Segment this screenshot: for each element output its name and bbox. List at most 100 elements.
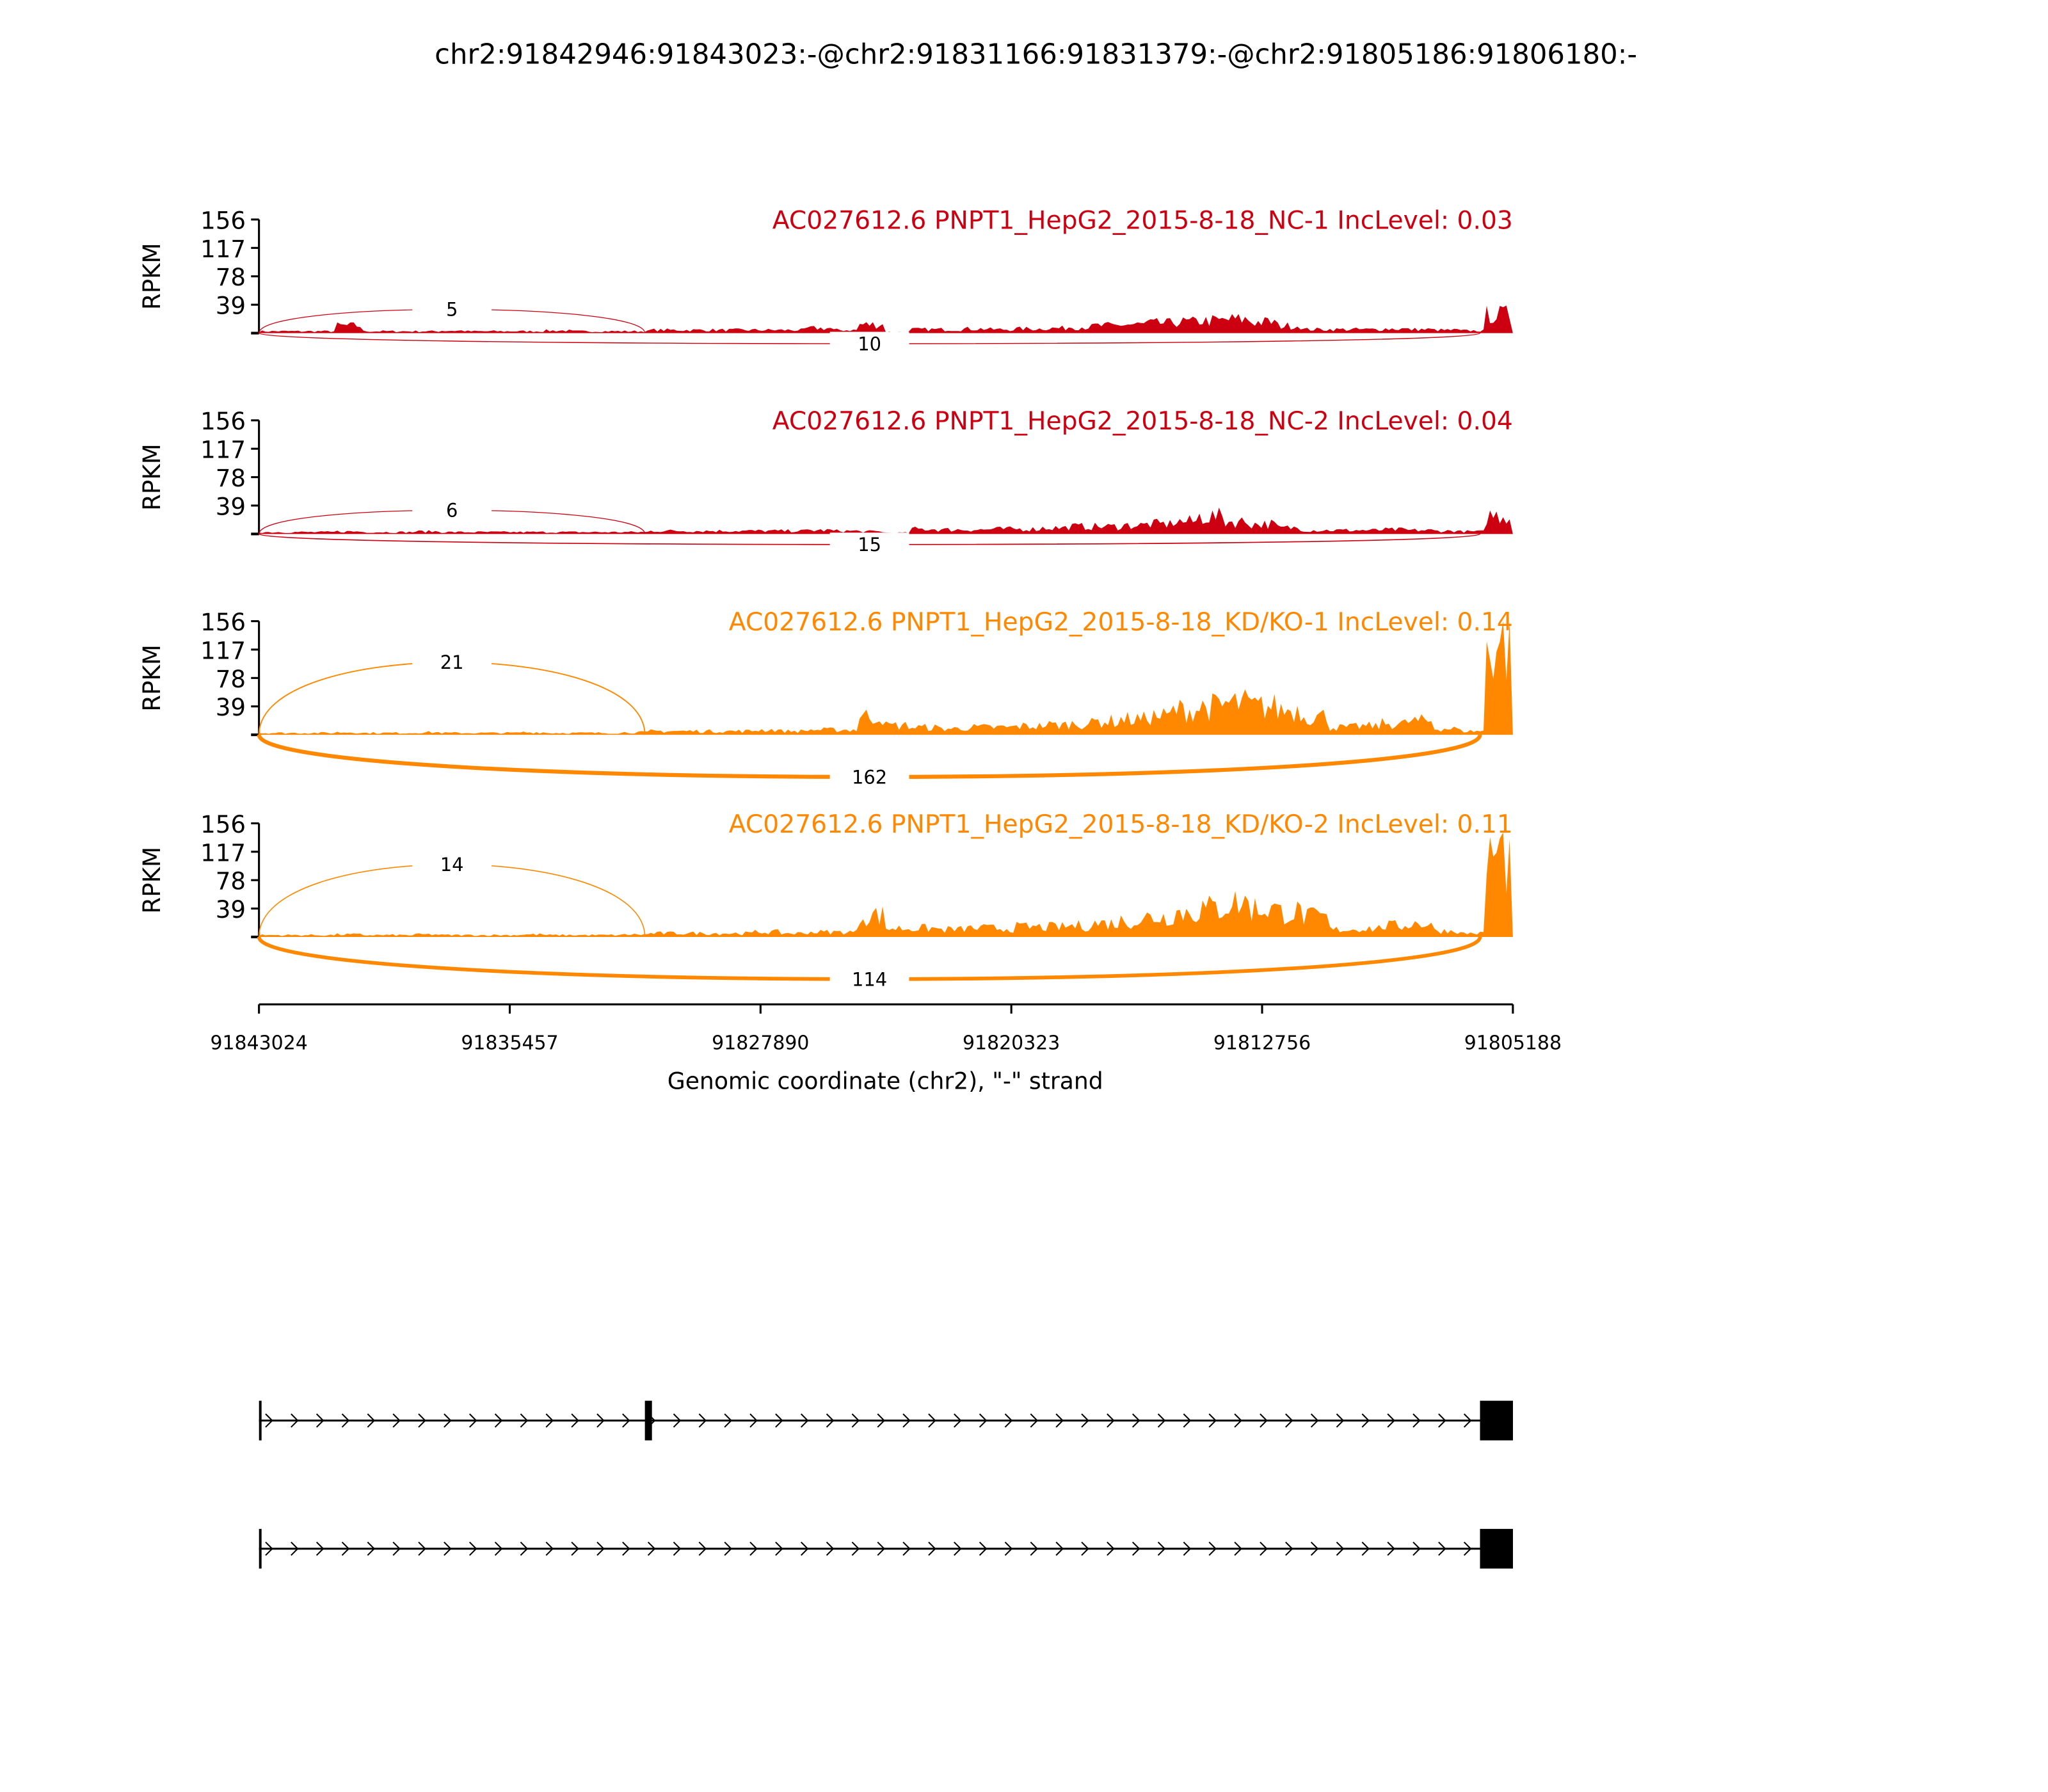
strand-arrow-icon: [1132, 1413, 1140, 1428]
junction-count: 15: [858, 534, 881, 556]
strand-arrow-icon: [724, 1541, 732, 1556]
strand-arrow-icon: [1310, 1413, 1319, 1428]
strand-arrow-icon: [1030, 1413, 1039, 1428]
strand-arrow-icon: [749, 1541, 758, 1556]
gene-model: [259, 1400, 1513, 1569]
strand-arrow-icon: [698, 1541, 707, 1556]
coverage-area: [259, 305, 1513, 333]
strand-arrow-icon: [1055, 1413, 1064, 1428]
coverage-area: [259, 621, 1513, 735]
strand-arrow-icon: [928, 1413, 936, 1428]
strand-arrow-icon: [698, 1413, 707, 1428]
strand-arrow-icon: [622, 1413, 630, 1428]
strand-arrow-icon: [979, 1541, 988, 1556]
strand-arrow-icon: [494, 1541, 503, 1556]
y-tick-label: 117: [200, 839, 246, 867]
y-axis-label: RPKM: [138, 644, 166, 712]
strand-arrow-icon: [1310, 1541, 1319, 1556]
strand-arrow-icon: [1055, 1541, 1064, 1556]
strand-arrow-icon: [1387, 1541, 1395, 1556]
strand-arrow-icon: [596, 1541, 605, 1556]
y-tick-label: 156: [200, 811, 246, 838]
exon: [644, 1400, 652, 1441]
strand-arrow-icon: [954, 1413, 962, 1428]
y-tick-label: 78: [216, 465, 246, 492]
strand-arrow-icon: [928, 1541, 936, 1556]
exon: [1480, 1528, 1513, 1569]
strand-arrow-icon: [1081, 1413, 1089, 1428]
strand-arrow-icon: [316, 1541, 324, 1556]
y-tick-label: 39: [216, 292, 246, 320]
strand-arrow-icon: [1438, 1541, 1446, 1556]
strand-arrow-icon: [1412, 1541, 1421, 1556]
strand-arrow-icon: [826, 1541, 835, 1556]
strand-arrow-icon: [749, 1413, 758, 1428]
strand-arrow-icon: [775, 1541, 783, 1556]
y-axis-label: RPKM: [138, 847, 166, 914]
y-tick-label: 117: [200, 436, 246, 464]
strand-arrow-icon: [392, 1413, 401, 1428]
junction-label-bg: [829, 765, 909, 789]
junction-count: 10: [858, 333, 881, 355]
strand-arrow-icon: [571, 1541, 579, 1556]
x-axis: 91843024 91835457 91827890 91820323 91812756…: [210, 1003, 1562, 1054]
junction-count: 5: [446, 299, 458, 321]
strand-arrow-icon: [1260, 1413, 1268, 1428]
strand-arrow-icon: [1438, 1413, 1446, 1428]
strand-arrow-icon: [1336, 1541, 1345, 1556]
strand-arrow-icon: [1285, 1541, 1293, 1556]
junction-label-bg: [412, 852, 492, 877]
strand-arrow-icon: [1004, 1541, 1013, 1556]
strand-arrow-icon: [596, 1413, 605, 1428]
strand-arrow-icon: [1157, 1541, 1166, 1556]
strand-arrow-icon: [1387, 1413, 1395, 1428]
strand-arrow-icon: [800, 1413, 809, 1428]
x-tick-label: 91835457: [461, 1032, 558, 1054]
y-tick-label: 78: [216, 868, 246, 895]
strand-arrow-icon: [316, 1413, 324, 1428]
strand-arrow-icon: [468, 1541, 477, 1556]
strand-arrow-icon: [1361, 1413, 1370, 1428]
x-tick-label: 91843024: [210, 1032, 307, 1054]
strand-arrow-icon: [800, 1541, 809, 1556]
strand-arrow-icon: [622, 1541, 630, 1556]
exon: [259, 1528, 262, 1569]
y-tick-label: 78: [216, 666, 246, 693]
strand-arrow-icon: [647, 1541, 656, 1556]
junction-label-bg: [412, 498, 492, 522]
strand-arrow-icon: [341, 1541, 350, 1556]
x-tick-label: 91805188: [1464, 1032, 1562, 1054]
y-axis-label: RPKM: [138, 444, 166, 511]
strand-arrow-icon: [367, 1541, 376, 1556]
junction-label-bg: [412, 297, 492, 321]
y-tick-label: 39: [216, 896, 246, 924]
strand-arrow-icon: [979, 1413, 988, 1428]
strand-arrow-icon: [444, 1541, 452, 1556]
transcript-2: [259, 1528, 1513, 1569]
strand-arrow-icon: [1030, 1541, 1039, 1556]
strand-arrow-icon: [877, 1541, 886, 1556]
strand-arrow-icon: [673, 1541, 682, 1556]
strand-arrow-icon: [392, 1541, 401, 1556]
track-label: AC027612.6 PNPT1_HepG2_2015-8-18_KD/KO-2…: [729, 810, 1513, 839]
strand-arrow-icon: [1157, 1413, 1166, 1428]
strand-arrow-icon: [1132, 1541, 1140, 1556]
junction-count: 6: [446, 499, 458, 521]
strand-arrow-icon: [673, 1413, 682, 1428]
x-tick-label: 91820323: [963, 1032, 1060, 1054]
chart-title: chr2:91842946:91843023:-@chr2:91831166:9…: [435, 38, 1637, 70]
strand-arrow-icon: [902, 1413, 911, 1428]
strand-arrow-icon: [291, 1413, 299, 1428]
y-tick-label: 39: [216, 493, 246, 520]
strand-arrow-icon: [418, 1541, 426, 1556]
strand-arrow-icon: [520, 1541, 529, 1556]
strand-arrow-icon: [724, 1413, 732, 1428]
strand-arrow-icon: [1208, 1541, 1217, 1556]
strand-arrow-icon: [1081, 1541, 1089, 1556]
track-label: AC027612.6 PNPT1_HepG2_2015-8-18_NC-1 In…: [772, 206, 1513, 235]
strand-arrow-icon: [1208, 1413, 1217, 1428]
strand-arrow-icon: [545, 1541, 554, 1556]
